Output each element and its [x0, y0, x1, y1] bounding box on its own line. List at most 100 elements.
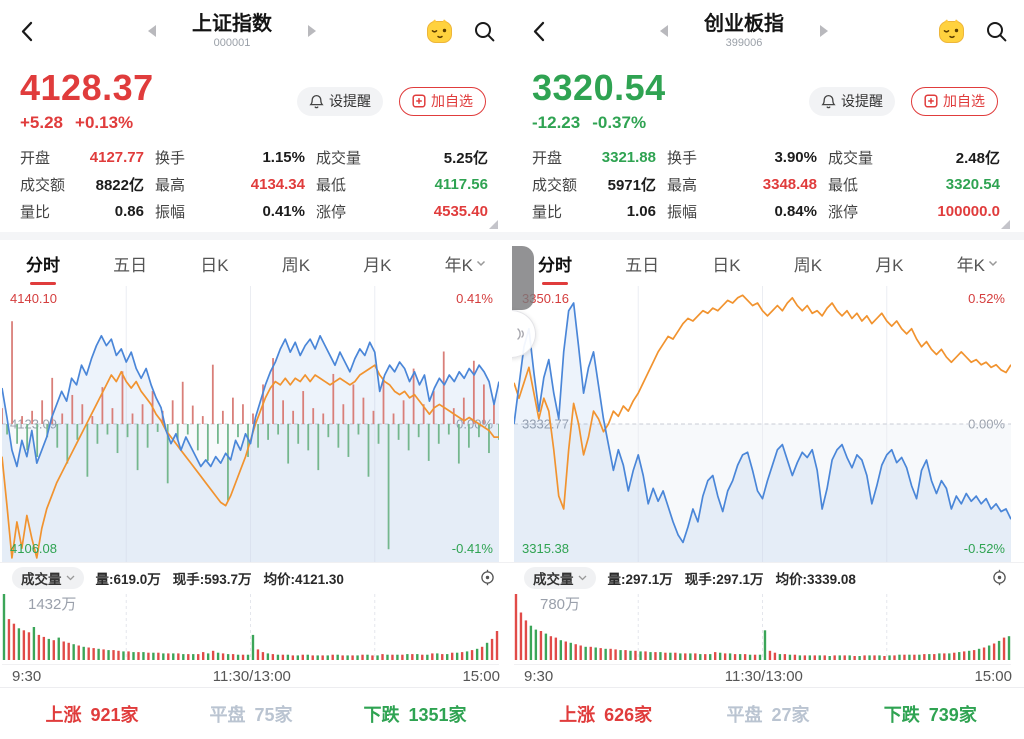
prev-stock-icon[interactable]: [148, 25, 156, 37]
expand-stats-icon[interactable]: [489, 220, 498, 229]
volume-chart[interactable]: 1432万: [2, 592, 499, 665]
axis-mid-time: 11:30/13:00: [724, 667, 803, 685]
tab-monthly-k[interactable]: 月K: [875, 255, 904, 275]
volume-indicator-dropdown[interactable]: 成交量: [524, 566, 596, 589]
tab-weekly-k[interactable]: 周K: [793, 255, 823, 275]
next-stock-icon[interactable]: [820, 25, 828, 37]
axis-open-time: 9:30: [524, 667, 554, 685]
chart-period-tabs: 分时 五日 日K 周K 月K 年K: [0, 240, 512, 286]
tab-daily-k[interactable]: 日K: [200, 255, 229, 275]
stock-code: 399006: [725, 36, 763, 49]
volume-stats: 量:619.0万 现手:593.7万 均价:4121.30: [96, 568, 344, 588]
search-icon[interactable]: [473, 20, 496, 43]
stat-high: 最高 3348.48: [667, 176, 817, 194]
chart-low-label: 4106.08: [10, 541, 57, 556]
chart-settings-icon[interactable]: [479, 569, 496, 586]
add-watchlist-button[interactable]: 加自选: [399, 86, 486, 116]
volume-stats: 量:297.1万 现手:297.1万 均价:3339.08: [608, 568, 856, 588]
stats-grid: 开盘 4127.77 换手 1.15% 成交量 5.25亿 成交额 8822亿 最高 41…: [0, 140, 512, 232]
advancers-item[interactable]: 上涨 626家: [559, 704, 653, 725]
avg-price: 均价:4121.30: [263, 571, 344, 587]
next-stock-icon[interactable]: [308, 25, 316, 37]
decliners-item[interactable]: 下跌 739家: [883, 704, 977, 725]
intraday-chart-svg: [2, 286, 499, 562]
chart-low-label: 3315.38: [522, 541, 569, 556]
section-divider: [512, 232, 1024, 240]
header: 创业板指 399006: [512, 0, 1024, 62]
title-wrap: 创业板指 399006: [554, 13, 934, 49]
intraday-chart[interactable]: 3350.16 0.52% 3332.77 0.00% 3315.38 -0.5…: [514, 286, 1011, 562]
mascot-avatar[interactable]: [426, 18, 453, 45]
page-title: 创业板指: [704, 12, 784, 35]
market-breadth: 上涨 921家 平盘 75家 下跌 1351家: [0, 688, 512, 739]
search-icon[interactable]: [985, 20, 1008, 43]
price-block: 3320.54 -12.23 -0.37%: [532, 66, 666, 133]
chart-high-label: 4140.10: [10, 291, 57, 306]
stat-amplitude: 振幅 0.41%: [155, 203, 305, 221]
stat-volume: 成交量 2.48亿: [828, 150, 1000, 167]
set-alert-button[interactable]: 设提醒: [809, 86, 895, 116]
stat-low: 最低 3320.54: [828, 176, 1000, 194]
axis-open-time: 9:30: [12, 667, 42, 685]
floating-widget-handle[interactable]: [512, 246, 534, 310]
unchanged-item[interactable]: 平盘 75家: [209, 704, 293, 725]
current-price: 3320.54: [532, 66, 666, 108]
price-block: 4128.37 +5.28 +0.13%: [20, 69, 154, 133]
volume-max-label: 780万: [540, 596, 581, 613]
tab-5day[interactable]: 五日: [113, 255, 148, 275]
tab-5day[interactable]: 五日: [625, 255, 660, 275]
back-icon[interactable]: [528, 18, 554, 44]
stat-limit-up: 涨停 4535.40: [316, 203, 488, 221]
tab-yearly-k[interactable]: 年K: [957, 251, 998, 276]
stats-grid: 开盘 3321.88 换手 3.90% 成交量 2.48亿 成交额 5971亿 最高 33…: [512, 140, 1024, 232]
decliners-item[interactable]: 下跌 1351家: [363, 704, 467, 725]
intraday-chart[interactable]: 4140.10 0.41% 4123.09 0.00% 4106.08 -0.4…: [2, 286, 499, 562]
chevron-down-icon: [66, 575, 74, 580]
unchanged-item[interactable]: 平盘 27家: [726, 704, 810, 725]
tab-yearly-k[interactable]: 年K: [445, 251, 486, 276]
chart-high-pct-label: 0.52%: [968, 291, 1005, 306]
stat-turnover-rate: 换手 3.90%: [667, 149, 817, 167]
set-alert-label: 设提醒: [329, 93, 371, 109]
header-icons: [426, 18, 496, 45]
volume-indicator-dropdown[interactable]: 成交量: [12, 566, 84, 589]
tab-monthly-k[interactable]: 月K: [363, 255, 392, 275]
set-alert-label: 设提醒: [841, 93, 883, 109]
volume-value: 量:619.0万: [95, 571, 161, 587]
volume-chart-svg: [2, 594, 499, 660]
plus-square-icon: [924, 94, 938, 108]
change-value: +5.28: [20, 112, 64, 132]
stat-limit-up: 涨停 100000.0: [828, 203, 1000, 221]
back-icon[interactable]: [16, 18, 42, 44]
add-watchlist-button[interactable]: 加自选: [911, 86, 998, 116]
chevron-down-icon: [578, 575, 586, 580]
chart-low-pct-label: -0.52%: [963, 541, 1005, 556]
volume-chart[interactable]: 780万: [514, 592, 1011, 665]
intraday-chart-svg: [514, 286, 1011, 562]
axis-close-time: 15:00: [974, 667, 1012, 685]
section-divider: [0, 232, 512, 240]
tab-weekly-k[interactable]: 周K: [281, 255, 311, 275]
add-watchlist-label: 加自选: [943, 93, 985, 109]
stock-code: 000001: [213, 36, 251, 49]
panel-shanghai-index: 上证指数 000001 4128.37 +5.28 +0.13% 设提: [0, 0, 512, 739]
stat-volume-ratio: 量比 0.86: [20, 203, 144, 221]
action-buttons: 设提醒 加自选: [809, 86, 998, 116]
title-wrap: 上证指数 000001: [42, 13, 422, 49]
tab-intraday[interactable]: 分时: [538, 251, 572, 276]
set-alert-button[interactable]: 设提醒: [297, 86, 383, 116]
chart-period-tabs: 分时 五日 日K 周K 月K 年K: [512, 240, 1024, 286]
prev-stock-icon[interactable]: [660, 25, 668, 37]
chevron-down-icon: [476, 260, 486, 266]
header: 上证指数 000001: [0, 0, 512, 62]
price-row: 4128.37 +5.28 +0.13% 设提醒 加自选: [0, 62, 512, 140]
chart-settings-icon[interactable]: [991, 569, 1008, 586]
tab-intraday[interactable]: 分时: [26, 251, 60, 276]
expand-stats-icon[interactable]: [1001, 220, 1010, 229]
advancers-item[interactable]: 上涨 921家: [45, 704, 139, 725]
mascot-avatar[interactable]: [938, 18, 965, 45]
volume-header: 成交量 量:297.1万 现手:297.1万 均价:3339.08: [512, 562, 1024, 592]
stat-volume: 成交量 5.25亿: [316, 150, 488, 167]
tab-daily-k[interactable]: 日K: [712, 255, 741, 275]
volume-max-label: 1432万: [28, 596, 77, 613]
